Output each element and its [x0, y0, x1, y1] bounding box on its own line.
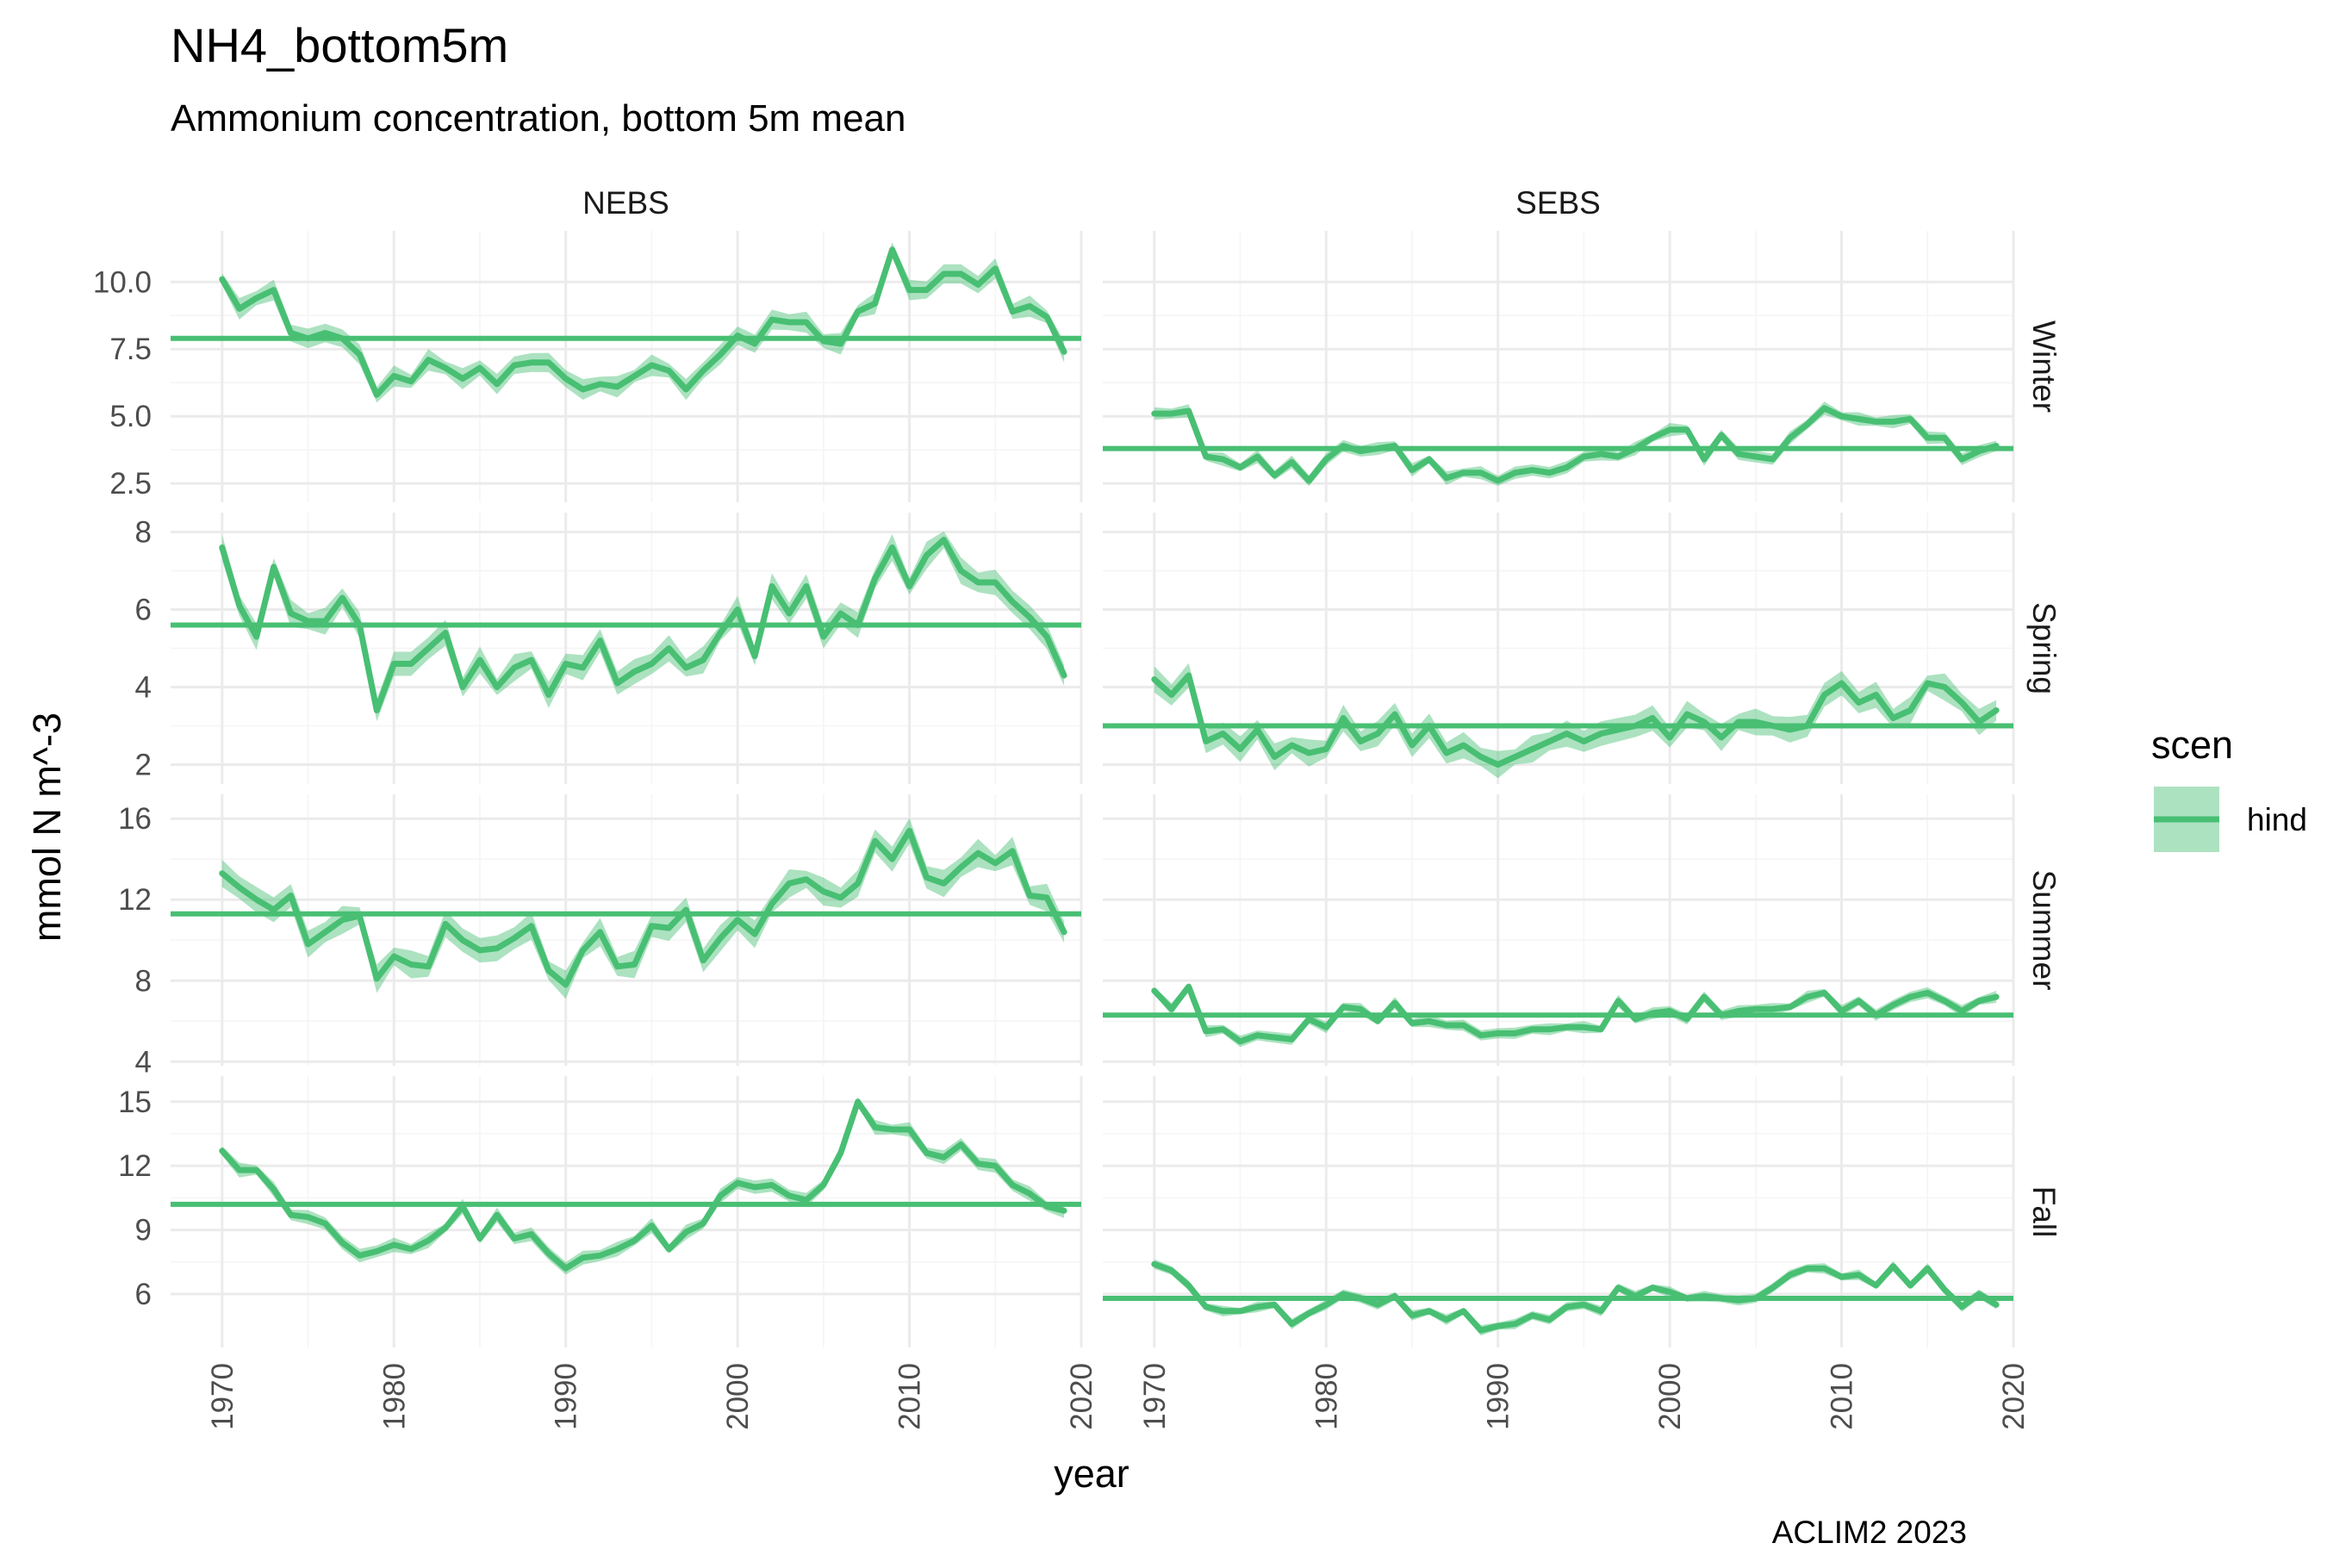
y-tick-label: 2.5	[109, 467, 152, 501]
legend-label-hind: hind	[2247, 802, 2307, 837]
series-hind-band	[221, 242, 1065, 403]
y-tick-label: 4	[135, 671, 152, 705]
series-hind-line	[1151, 983, 2000, 1045]
x-tick-label: 1970	[206, 1363, 240, 1430]
y-tick-label: 8	[135, 964, 152, 998]
panel-sebs-fall	[1103, 1076, 2015, 1347]
x-tick-label: 1980	[1310, 1363, 1343, 1430]
strip-row-fall: Fall	[2026, 1186, 2062, 1238]
strip-col-nebs: NEBS	[582, 185, 669, 221]
legend-title: scen	[2151, 723, 2233, 767]
y-tick-label: 5.0	[109, 400, 152, 433]
strip-row-spring: Spring	[2026, 602, 2062, 694]
panel-nebs-summer	[171, 794, 1083, 1066]
y-tick-label: 6	[135, 1278, 152, 1311]
series-hind-line	[1151, 672, 2000, 768]
x-axis-title: year	[1054, 1452, 1129, 1496]
series-hind-line	[219, 246, 1067, 398]
y-tick-label: 8	[135, 516, 152, 550]
x-tick-label: 2010	[893, 1363, 927, 1430]
y-tick-label: 4	[135, 1045, 152, 1079]
x-tick-label: 1970	[1138, 1363, 1172, 1430]
panel-nebs-winter	[171, 231, 1083, 502]
series-hind-band	[1154, 663, 1997, 779]
y-tick-label: 15	[118, 1086, 152, 1119]
chart-title: NH4_bottom5m	[171, 18, 508, 72]
chart-subtitle: Ammonium concentration, bottom 5m mean	[171, 97, 906, 140]
y-tick-label: 16	[118, 802, 152, 836]
strip-col-sebs: SEBS	[1515, 185, 1601, 221]
y-tick-label: 7.5	[109, 333, 152, 366]
series-hind-band	[221, 1097, 1065, 1275]
series-hind-line	[1151, 1260, 2000, 1334]
x-tick-label: 2020	[1997, 1363, 2031, 1430]
chart-caption: ACLIM2 2023	[1772, 1515, 1967, 1550]
x-tick-label: 2000	[1653, 1363, 1687, 1430]
series-hind-line	[219, 827, 1067, 988]
series-hind-line	[219, 537, 1067, 713]
panel-nebs-fall	[171, 1076, 1083, 1347]
axes: 2.5 5.0 7.5 10.0 2 4 6 8 4 8 12 16 6 9 12 15 1970 1980 199…	[93, 265, 2031, 1430]
panel-nebs-spring	[171, 513, 1083, 784]
y-tick-label: 12	[118, 883, 152, 917]
panel-sebs-winter	[1103, 231, 2015, 502]
y-tick-label: 6	[135, 594, 152, 627]
x-tick-label: 2020	[1065, 1363, 1098, 1430]
facet-panels	[171, 231, 2015, 1347]
panel-sebs-spring	[1103, 513, 2015, 784]
legend: scen hind	[2151, 723, 2307, 852]
y-tick-label: 10.0	[93, 265, 152, 299]
y-tick-label: 12	[118, 1149, 152, 1183]
y-tick-label: 2	[135, 749, 152, 782]
facet-strips: NEBS SEBS Winter Spring Summer Fall	[582, 185, 2062, 1237]
x-tick-label: 1980	[377, 1363, 411, 1430]
series-hind-line	[1151, 405, 2000, 484]
series-hind-line	[219, 1098, 1067, 1272]
panel-sebs-summer	[1103, 794, 2015, 1066]
y-tick-label: 9	[135, 1214, 152, 1248]
x-tick-label: 2010	[1826, 1363, 1859, 1430]
x-tick-label: 2000	[721, 1363, 755, 1430]
x-tick-label: 1990	[550, 1363, 583, 1430]
strip-row-summer: Summer	[2026, 870, 2062, 991]
y-axis-title: mmol N m^-3	[25, 712, 69, 942]
series-hind-band	[221, 818, 1065, 999]
x-tick-label: 1990	[1482, 1363, 1515, 1430]
strip-row-winter: Winter	[2026, 320, 2062, 413]
